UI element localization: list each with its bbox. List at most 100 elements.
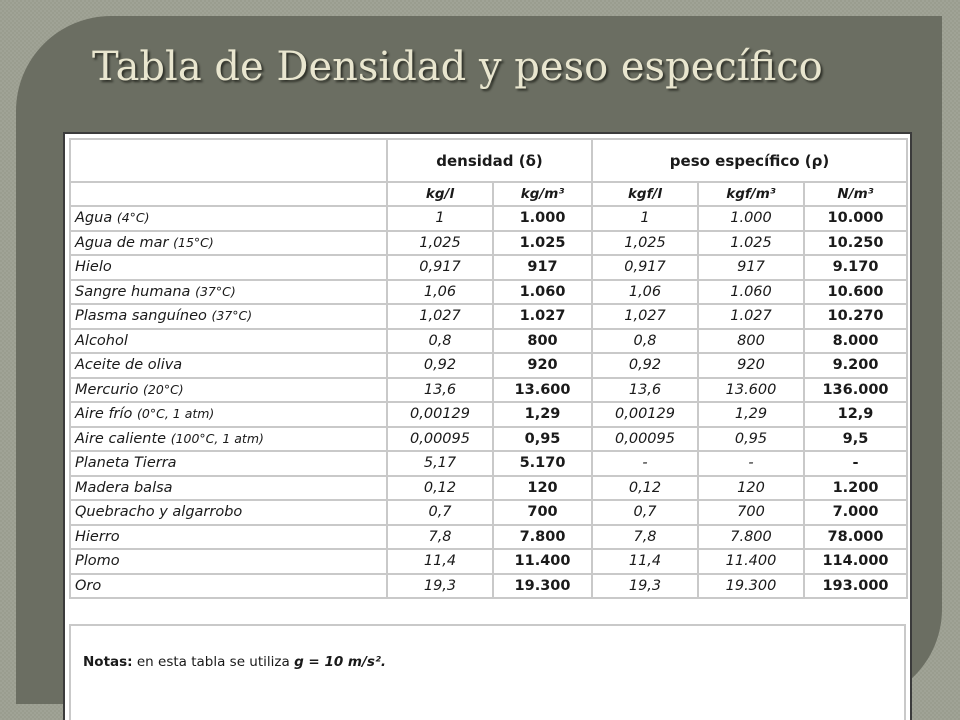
value-cell: 7,8 <box>591 523 699 550</box>
value-cell: 5,17 <box>386 450 494 477</box>
value-cell: 1.000 <box>697 205 805 232</box>
value-cell: 0,00129 <box>386 401 494 428</box>
density-table-image: densidad (δ) peso específico (ρ) kg/l kg… <box>63 132 912 720</box>
value-cell: 920 <box>697 352 805 379</box>
value-cell: 0,7 <box>591 499 699 526</box>
material-name: Aire caliente <box>75 430 167 447</box>
table-row: Aceite de oliva 0,92 920 0,92 920 9.200 <box>69 352 908 379</box>
value-cell: 78.000 <box>803 523 908 550</box>
material-name: Oro <box>75 577 102 594</box>
value-cell: 800 <box>697 327 805 354</box>
value-cell: 136.000 <box>803 376 908 403</box>
value-cell: 920 <box>492 352 593 379</box>
value-cell: 0,95 <box>697 425 805 452</box>
value-cell: 1.000 <box>492 205 593 232</box>
material-name-cell: Aire caliente (100°C, 1 atm) <box>69 425 388 452</box>
table-row: Alcohol 0,8 800 0,8 800 8.000 <box>69 327 908 354</box>
value-cell: 19,3 <box>591 572 699 599</box>
value-cell: 0,8 <box>386 327 494 354</box>
material-name: Aire frío <box>75 406 133 423</box>
material-name: Aceite de oliva <box>75 357 183 374</box>
material-name-cell: Aire frío (0°C, 1 atm) <box>69 401 388 428</box>
material-name: Madera balsa <box>75 479 173 496</box>
value-cell: 0,00095 <box>591 425 699 452</box>
table-row: Madera balsa 0,12 120 0,12 120 1.200 <box>69 474 908 501</box>
table-row: Plasma sanguíneo (37°C) 1,027 1.027 1,027 1.… <box>69 303 908 330</box>
unit-blank <box>69 181 388 207</box>
material-name-cell: Agua (4°C) <box>69 205 388 232</box>
material-name: Agua de mar <box>75 234 169 251</box>
notes-box <box>69 624 906 720</box>
value-cell: 10.000 <box>803 205 908 232</box>
value-cell: 8.000 <box>803 327 908 354</box>
table-row: Agua de mar (15°C) 1,025 1.025 1,025 1.025 10… <box>69 229 908 256</box>
table-row: Aire caliente (100°C, 1 atm) 0,00095 0,95 0… <box>69 425 908 452</box>
table-row: Agua (4°C) 1 1.000 1 1.000 10.000 <box>69 205 908 232</box>
unit-kgf-l: kgf/l <box>591 181 699 207</box>
value-cell: 13,6 <box>386 376 494 403</box>
material-name-cell: Alcohol <box>69 327 388 354</box>
material-condition: (100°C, 1 atm) <box>170 430 264 446</box>
material-name-cell: Plasma sanguíneo (37°C) <box>69 303 388 330</box>
unit-n-m3: N/m³ <box>803 181 908 207</box>
specific-weight-header: peso específico (ρ) <box>591 138 908 183</box>
material-name: Plasma sanguíneo <box>75 308 207 325</box>
table-row: Hierro 7,8 7.800 7,8 7.800 78.000 <box>69 523 908 550</box>
value-cell: 1,06 <box>591 278 699 305</box>
table-row: Mercurio (20°C) 13,6 13.600 13,6 13.600 136.0… <box>69 376 908 403</box>
material-name-cell: Plomo <box>69 548 388 575</box>
value-cell: 0,00095 <box>386 425 494 452</box>
value-cell: 1,06 <box>386 278 494 305</box>
material-name: Alcohol <box>75 332 128 349</box>
value-cell: 0,95 <box>492 425 593 452</box>
material-name-cell: Madera balsa <box>69 474 388 501</box>
material-condition: (37°C) <box>211 308 253 324</box>
value-cell: 1,29 <box>492 401 593 428</box>
value-cell: 120 <box>492 474 593 501</box>
value-cell: 1,025 <box>591 229 699 256</box>
value-cell: 19,3 <box>386 572 494 599</box>
material-name: Hierro <box>75 528 120 545</box>
unit-kgf-m3: kgf/m³ <box>697 181 805 207</box>
material-name: Hielo <box>75 259 112 276</box>
value-cell: 1,025 <box>386 229 494 256</box>
value-cell: 0,92 <box>591 352 699 379</box>
value-cell: 11,4 <box>591 548 699 575</box>
value-cell: 0,00129 <box>591 401 699 428</box>
value-cell: 1,29 <box>697 401 805 428</box>
material-name-cell: Planeta Tierra <box>69 450 388 477</box>
unit-kg-l: kg/l <box>386 181 494 207</box>
value-cell: 7.800 <box>697 523 805 550</box>
table-row: Plomo 11,4 11.400 11,4 11.400 114.000 <box>69 548 908 575</box>
value-cell: - <box>803 450 908 477</box>
value-cell: 1.060 <box>697 278 805 305</box>
value-cell: 0,12 <box>386 474 494 501</box>
value-cell: 19.300 <box>697 572 805 599</box>
table-row: Hielo 0,917 917 0,917 917 9.170 <box>69 254 908 281</box>
material-condition: (37°C) <box>195 283 236 299</box>
value-cell: 1 <box>591 205 699 232</box>
material-condition: (20°C) <box>143 381 184 397</box>
header-blank <box>69 138 388 183</box>
material-name: Mercurio <box>75 381 139 398</box>
unit-kg-m3: kg/m³ <box>492 181 593 207</box>
value-cell: 0,917 <box>386 254 494 281</box>
value-cell: 917 <box>492 254 593 281</box>
value-cell: 1.027 <box>492 303 593 330</box>
material-name-cell: Hierro <box>69 523 388 550</box>
value-cell: 10.250 <box>803 229 908 256</box>
value-cell: 700 <box>697 499 805 526</box>
group-header-row: densidad (δ) peso específico (ρ) <box>69 138 908 183</box>
table-row: Quebracho y algarrobo 0,7 700 0,7 700 7.000 <box>69 499 908 526</box>
value-cell: 9,5 <box>803 425 908 452</box>
material-name: Plomo <box>75 553 120 570</box>
material-name: Planeta Tierra <box>75 455 177 472</box>
material-name-cell: Agua de mar (15°C) <box>69 229 388 256</box>
value-cell: 1 <box>386 205 494 232</box>
value-cell: 13.600 <box>492 376 593 403</box>
value-cell: 0,12 <box>591 474 699 501</box>
material-condition: (4°C) <box>116 210 150 226</box>
value-cell: 193.000 <box>803 572 908 599</box>
value-cell: 10.600 <box>803 278 908 305</box>
value-cell: 11.400 <box>697 548 805 575</box>
